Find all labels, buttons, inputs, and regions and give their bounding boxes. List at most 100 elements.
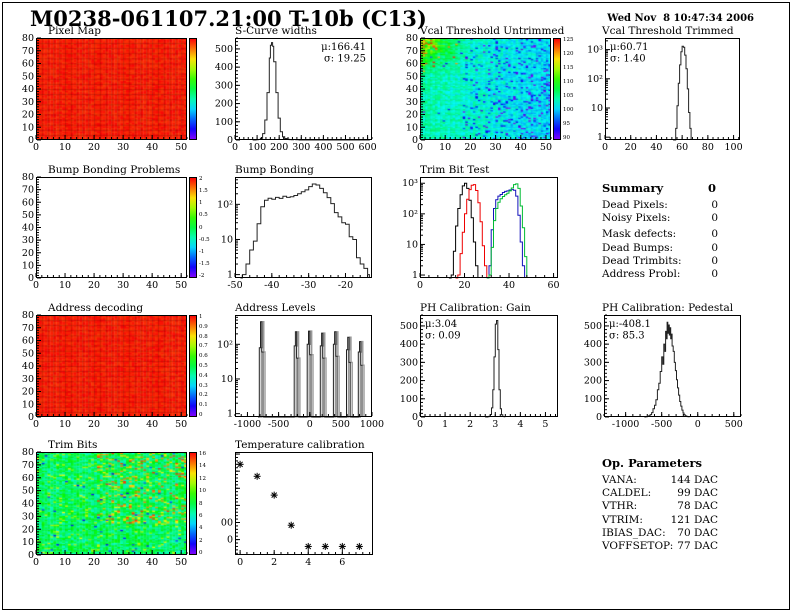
svg-text:0: 0 [227, 135, 233, 146]
svg-text:1000: 1000 [360, 419, 384, 430]
svg-text:σ: 19.25: σ: 19.25 [324, 54, 366, 65]
svg-text:40: 40 [146, 280, 158, 291]
param-value: 0 [711, 228, 718, 241]
svg-text:50: 50 [406, 71, 418, 82]
svg-text:10: 10 [22, 260, 34, 271]
param-label: Dead Bumps: [602, 241, 674, 254]
svg-text:100: 100 [248, 142, 266, 153]
svg-text:300: 300 [400, 357, 418, 368]
param-label: VTHR: [602, 500, 638, 513]
heatmap-cells [420, 38, 551, 140]
svg-text:1: 1 [597, 132, 603, 143]
color-scale-label: 0.5 [199, 363, 208, 369]
color-scale-label: 16 [199, 451, 206, 457]
svg-text:0: 0 [28, 135, 34, 146]
color-scale [189, 315, 197, 417]
svg-text:80: 80 [702, 142, 714, 153]
param-value: 0 [711, 199, 718, 211]
svg-text:70: 70 [22, 460, 34, 471]
svg-text:30: 30 [22, 511, 34, 522]
svg-text:60: 60 [548, 280, 560, 291]
svg-text:μ:166.41: μ:166.41 [321, 42, 366, 53]
svg-text:80: 80 [22, 447, 34, 458]
color-scale [553, 38, 561, 140]
color-scale-label: 1 [199, 200, 203, 207]
svg-text:30: 30 [117, 142, 129, 153]
svg-text:-30: -30 [301, 280, 316, 291]
color-scale-label: 0.7 [199, 343, 208, 350]
param-value: 0 [711, 241, 718, 254]
param-row: VANA: 144 DAC [602, 474, 718, 487]
color-scale-label: 95 [563, 121, 570, 127]
svg-text:10: 10 [221, 234, 233, 245]
svg-text:60: 60 [22, 59, 34, 70]
svg-text:10: 10 [22, 537, 34, 548]
svg-text:0: 0 [412, 412, 418, 423]
svg-text:200: 200 [584, 376, 602, 387]
svg-text:300: 300 [292, 142, 310, 153]
svg-text:-40: -40 [264, 280, 279, 291]
svg-text:20: 20 [458, 280, 470, 291]
svg-text:10: 10 [439, 142, 451, 153]
plot-canvas: -50 -40 -30 -20 1 10 10² [217, 177, 372, 291]
svg-text:40: 40 [22, 223, 34, 234]
color-scale-label: 100 [563, 107, 574, 113]
color-scale-label: 1 [199, 314, 203, 320]
svg-text:20: 20 [406, 110, 418, 121]
color-scale-label: 0.3 [199, 382, 208, 389]
temperature-calibration-plot: Temperature calibration 0 2 4 6 0 00 [221, 439, 373, 568]
param-row: Dead Trimbits: 0 [602, 255, 718, 268]
svg-text:10²: 10² [587, 74, 603, 85]
summary-panel: Summary 0 Dead Pixels: 0 Noisy Pixels: 0 Mas… [602, 181, 718, 281]
color-scale-label: 0.1 [199, 402, 208, 409]
svg-text:300: 300 [215, 80, 233, 91]
svg-text:50: 50 [175, 280, 187, 291]
svg-text:70: 70 [406, 46, 418, 57]
address-decoding-plot: Address decoding 0 10 20 30 40 50 0 10 20 30 40 50 6… [22, 302, 208, 430]
ph-calibration-gain-plot: PH Calibration: Gain 0 1 2 3 4 5 0 100 200 300 400… [400, 302, 558, 430]
svg-text:0: 0 [695, 419, 701, 430]
plot-title: Temperature calibration [235, 439, 365, 451]
color-scale [189, 38, 197, 140]
svg-text:10: 10 [22, 399, 34, 410]
svg-text:70: 70 [22, 185, 34, 196]
summary-title: Summary [602, 181, 664, 195]
heatmap-cells [36, 38, 187, 140]
svg-text:100: 100 [215, 117, 233, 128]
svg-text:50: 50 [175, 142, 187, 153]
svg-text:μ:60.71: μ:60.71 [610, 42, 649, 53]
svg-text:400: 400 [314, 142, 332, 153]
svg-text:0: 0 [417, 280, 423, 291]
plot-title: Bump Bonding [235, 164, 314, 176]
op-parameters-title: Op. Parameters [602, 456, 703, 470]
color-scale-label: 8 [199, 500, 203, 507]
svg-text:0: 0 [33, 419, 39, 430]
plot-title: S-Curve widths [235, 25, 317, 37]
svg-text:50: 50 [22, 348, 34, 359]
heatmap-cells [36, 315, 187, 417]
svg-text:40: 40 [146, 419, 158, 430]
svg-text:0: 0 [28, 550, 34, 561]
svg-text:0: 0 [417, 142, 423, 153]
param-label: VANA: [602, 474, 637, 486]
plot-title: Vcal Threshold Trimmed [602, 25, 734, 37]
svg-text:500: 500 [584, 321, 602, 332]
svg-text:0: 0 [33, 557, 39, 568]
color-scale-label: 0 [199, 412, 203, 418]
plot-title: Address decoding [48, 302, 144, 314]
op-parameters-rows: VANA: 144 DAC CALDEL: 99 DAC VTHR: 78 DAC VTRI… [602, 474, 718, 553]
plot-title: Address Levels [235, 302, 316, 314]
svg-text:20: 20 [88, 280, 100, 291]
svg-text:400: 400 [584, 339, 602, 350]
svg-text:30: 30 [22, 97, 34, 108]
param-row: VTRIM: 121 DAC [602, 514, 718, 527]
svg-text:30: 30 [406, 97, 418, 108]
color-scale-label: 115 [563, 65, 574, 71]
plot-canvas: 0 100 200 300 400 500 600 0 100 200 300 400 500 μ:166… [215, 37, 377, 153]
svg-text:40: 40 [22, 361, 34, 372]
svg-text:20: 20 [22, 524, 34, 535]
svg-text:60: 60 [22, 473, 34, 484]
svg-text:40: 40 [515, 142, 527, 153]
